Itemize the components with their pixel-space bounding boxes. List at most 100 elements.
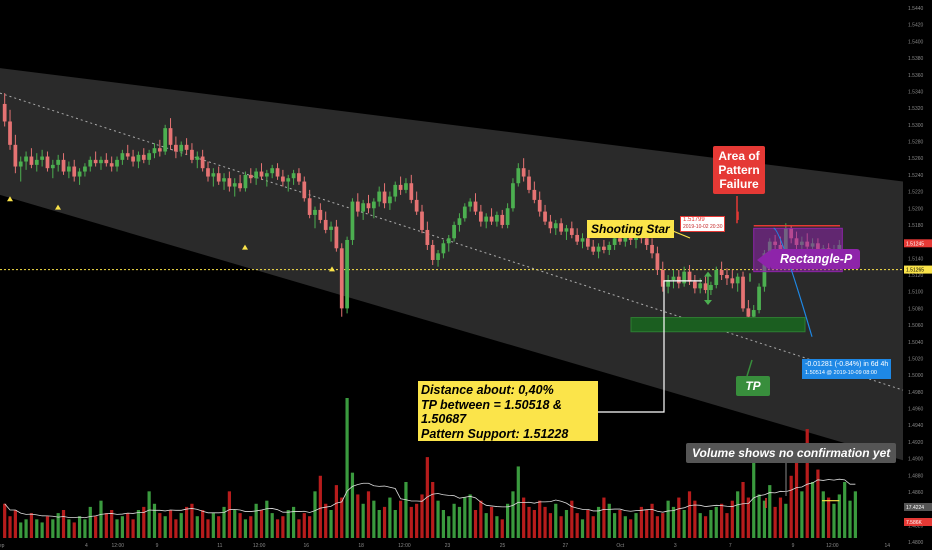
x-tick-label: 12:00: [112, 543, 125, 549]
y-tick-label: 1.4820: [908, 523, 924, 529]
x-tick-label: 23: [445, 543, 451, 549]
volume-bar: [703, 516, 708, 538]
volume-bar: [500, 519, 504, 538]
volume-bar: [794, 457, 799, 538]
candle-body: [61, 159, 66, 172]
volume-bar: [313, 491, 317, 538]
volume-bar: [72, 522, 76, 538]
area-failure-label: Area of Pattern Failure: [713, 146, 765, 194]
volume-bar: [623, 516, 627, 538]
candle-body: [361, 203, 366, 212]
candle-body: [527, 176, 531, 190]
volume-bar: [67, 519, 71, 538]
volume-bar: [265, 500, 269, 538]
candle-body: [174, 144, 178, 152]
volume-bar: [415, 503, 419, 538]
volume-bar: [24, 519, 28, 538]
candle-body: [484, 216, 489, 222]
candle-body: [83, 166, 87, 172]
volume-bar: [61, 510, 66, 538]
candle-body: [163, 128, 168, 152]
y-tick-label: 1.4860: [908, 490, 924, 496]
volume-bar: [746, 497, 750, 538]
volume-bar: [420, 494, 424, 538]
y-tick-label: 1.5180: [908, 223, 924, 229]
volume-bar: [677, 497, 681, 538]
volume-bar: [382, 506, 387, 538]
candle-body: [575, 234, 580, 242]
buy-signal-marker: [329, 266, 335, 272]
candle-body: [302, 181, 307, 199]
candle-body: [270, 168, 275, 174]
volume-bar: [457, 506, 462, 538]
y-tick-label: 1.4800: [908, 540, 924, 546]
candle-body: [618, 238, 622, 242]
volume-bar: [543, 506, 547, 538]
buy-signal-marker: [7, 196, 13, 202]
current-price-tag-text: 1.51245: [906, 241, 924, 247]
volume-bar: [201, 510, 205, 538]
volume-bar: [404, 482, 408, 538]
volume-bar: [532, 510, 536, 538]
volume-bar: [757, 494, 761, 538]
candle-body: [548, 221, 553, 229]
volume-average-tag-text: 17.4224: [906, 505, 924, 511]
candle-body: [190, 149, 194, 160]
candle-body: [462, 206, 467, 219]
candle-body: [478, 211, 483, 222]
y-tick-label: 1.5040: [908, 340, 924, 346]
candle-body: [698, 283, 703, 289]
y-tick-label: 1.5340: [908, 89, 924, 95]
candle-body: [660, 269, 665, 287]
candle-body: [136, 154, 141, 162]
candle-body: [703, 283, 708, 291]
volume-bar: [227, 491, 231, 538]
volume-bar: [13, 510, 17, 538]
volume-bar: [452, 503, 456, 538]
candle-body: [409, 183, 414, 200]
volume-bar: [805, 429, 809, 538]
candle-body: [184, 144, 189, 150]
volume-bar: [586, 510, 590, 538]
volume-bar: [489, 506, 494, 538]
volume-bar: [827, 497, 831, 538]
candle-body: [393, 184, 398, 197]
volume-bar: [206, 519, 210, 538]
candle-body: [425, 229, 430, 245]
candle-body: [682, 271, 687, 284]
volume-bar: [393, 510, 397, 538]
volume-bar: [340, 497, 344, 538]
channel-midline: [0, 92, 904, 391]
y-tick-label: 1.5120: [908, 273, 924, 279]
volume-bar: [602, 497, 606, 538]
volume-bar: [463, 497, 467, 538]
candle-body: [168, 128, 173, 145]
volume-bar: [580, 519, 585, 538]
candle-body: [441, 243, 446, 254]
candle-body: [511, 183, 515, 209]
volume-bar: [650, 503, 654, 538]
candle-body: [307, 198, 312, 215]
volume-bar: [570, 500, 574, 538]
candle-body: [719, 269, 724, 275]
candle-body: [452, 224, 456, 239]
y-tick-label: 1.4880: [908, 473, 924, 479]
volume-average-line: [4, 478, 856, 519]
candle-body: [655, 253, 660, 270]
candle-body: [109, 163, 114, 167]
measure-line-1: -0.01281 (-0.84%) in 6d 4h: [805, 361, 889, 368]
candle-body: [446, 238, 451, 244]
volume-bar: [168, 510, 173, 538]
descending-channel: [0, 68, 903, 461]
candle-body: [355, 201, 360, 212]
candle-body: [671, 276, 676, 281]
candle-body: [676, 276, 681, 284]
volume-bar: [190, 503, 194, 538]
candle-body: [687, 271, 692, 282]
volume-bar: [94, 516, 98, 538]
volume-bar: [468, 494, 472, 538]
candle-body: [141, 154, 146, 160]
volume-bar: [29, 513, 34, 538]
candle-body: [521, 168, 526, 177]
